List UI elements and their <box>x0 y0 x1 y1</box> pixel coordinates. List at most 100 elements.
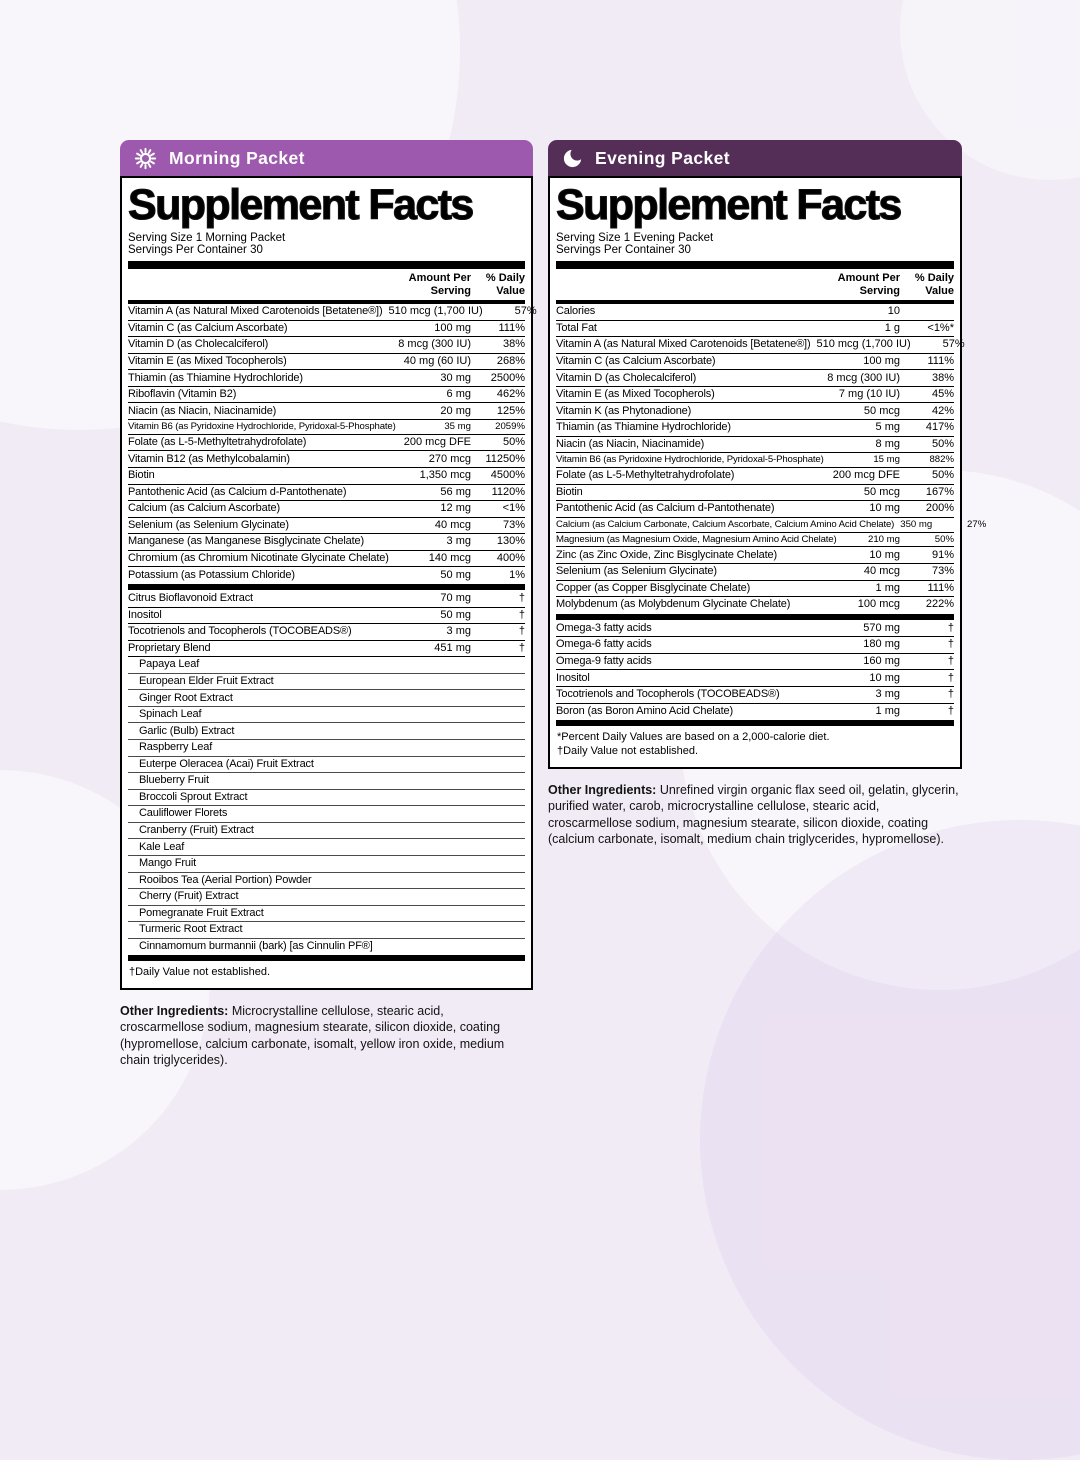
row-amount: 100 mcg <box>857 598 900 611</box>
row-amount: 3 mg <box>875 688 900 701</box>
table-section: Calories 10 Total Fat 1 g <1%* Vitamin A (as … <box>556 304 986 613</box>
table-row: Pomegranate Fruit Extract <box>128 904 525 922</box>
row-daily-value: † <box>947 638 954 651</box>
row-amount: 8 mcg (300 IU) <box>398 338 471 351</box>
facts-title: Supplement Facts <box>127 181 474 229</box>
table-row: Biotin 50 mcg 167% <box>556 483 954 501</box>
row-amount: 270 mcg <box>428 452 471 465</box>
row-daily-value: † <box>518 592 525 605</box>
table-row: Vitamin A (as Natural Mixed Carotenoids … <box>128 304 537 320</box>
row-name: Vitamin K (as Phytonadione) <box>556 404 692 417</box>
table-row: Omega-6 fatty acids 180 mg † <box>556 636 954 653</box>
row-name: Tocotrienols and Tocopherols (TOCOBEADS®… <box>556 688 780 701</box>
row-daily-value: 42% <box>931 404 954 417</box>
amount-per-serving-header: Amount Per Serving <box>408 272 471 297</box>
row-name: Broccoli Sprout Extract <box>139 790 248 803</box>
row-daily-value: 73% <box>931 565 954 578</box>
servings-per-container: Servings Per Container 30 <box>556 244 691 257</box>
table-row: Broccoli Sprout Extract <box>128 788 525 806</box>
row-daily-value: 417% <box>925 421 954 434</box>
table-row: Calcium (as Calcium Carbonate, Calcium A… <box>556 516 986 532</box>
table-row: Omega-9 fatty acids 160 mg † <box>556 652 954 670</box>
row-daily-value: 2500% <box>490 371 525 384</box>
row-daily-value: 111% <box>498 321 525 334</box>
nutrient-table: Vitamin A (as Natural Mixed Carotenoids … <box>128 304 537 962</box>
table-row: Thiamin (as Thiamine Hydrochloride) 30 mg… <box>128 369 525 386</box>
table-row: Turmeric Root Extract <box>128 921 525 938</box>
row-amount: 10 mg <box>869 671 900 684</box>
row-amount: 100 mg <box>434 321 471 334</box>
row-name: Copper (as Copper Bisglycinate Chelate) <box>556 581 751 594</box>
table-row: Proprietary Blend 451 mg † <box>128 639 525 657</box>
table-row: European Elder Fruit Extract <box>128 672 525 690</box>
row-amount: 3 mg <box>446 535 471 548</box>
row-daily-value: 268% <box>496 354 525 367</box>
row-name: Thiamin (as Thiamine Hydrochloride) <box>556 421 731 434</box>
row-amount: 210 mg <box>868 533 900 545</box>
row-name: Magnesium (as Magnesium Oxide, Magnesium… <box>556 533 837 545</box>
row-daily-value: 38% <box>502 338 525 351</box>
divider-thick <box>556 261 954 270</box>
row-name: Calories <box>556 305 596 318</box>
other-ingredients: Other Ingredients: Unrefined virgin orga… <box>548 782 962 848</box>
panel-header-label: Evening Packet <box>595 147 730 168</box>
row-daily-value: 57% <box>942 338 965 351</box>
row-name: Potassium (as Potassium Chloride) <box>128 568 295 581</box>
table-row: Cherry (Fruit) Extract <box>128 888 525 905</box>
row-name: Proprietary Blend <box>128 641 211 654</box>
divider-medium <box>556 300 954 305</box>
table-row: Inositol 10 mg † <box>556 669 954 686</box>
row-name: Raspberry Leaf <box>139 741 213 754</box>
row-daily-value: 1120% <box>491 485 525 498</box>
row-amount: 12 mg <box>440 502 471 515</box>
table-row: Biotin 1,350 mcg 4500% <box>128 467 525 484</box>
row-name: Thiamin (as Thiamine Hydrochloride) <box>128 371 303 384</box>
row-amount: 56 mg <box>440 485 471 498</box>
row-amount: 1 g <box>884 321 900 334</box>
row-name: Turmeric Root Extract <box>139 923 243 936</box>
row-daily-value: 50% <box>931 469 954 482</box>
row-daily-value: 111% <box>927 581 954 594</box>
table-row: Niacin (as Niacin, Niacinamide) 20 mg 125% <box>128 402 525 419</box>
footnote: †Daily Value not established. <box>129 966 271 979</box>
table-row: Niacin (as Niacin, Niacinamide) 8 mg 50% <box>556 435 954 453</box>
table-row: Vitamin A (as Natural Mixed Carotenoids … <box>556 336 965 353</box>
row-name: Vitamin A (as Natural Mixed Carotenoids … <box>128 305 383 318</box>
table-row: Folate (as L-5-Methyltetrahydrofolate) 20… <box>128 433 525 451</box>
table-row: Thiamin (as Thiamine Hydrochloride) 5 mg 4… <box>556 419 954 436</box>
morning-packet-panel: Morning Packet Supplement Facts Serving … <box>120 140 537 1069</box>
panel-header-label: Morning Packet <box>169 147 305 168</box>
row-daily-value: 50% <box>931 437 954 450</box>
row-name: Biotin <box>556 485 583 498</box>
row-name: Zinc (as Zinc Oxide, Zinc Bisglycinate C… <box>556 548 777 561</box>
row-daily-value: 4500% <box>490 469 525 482</box>
divider-thick <box>128 583 525 590</box>
row-name: Inositol <box>556 671 590 684</box>
table-row: Spinach Leaf <box>128 705 525 723</box>
row-name: Vitamin B12 (as Methylcobalamin) <box>128 452 290 465</box>
table-row: Vitamin E (as Mixed Tocopherols) 40 mg (6… <box>128 352 525 370</box>
row-daily-value: † <box>518 625 525 638</box>
table-row: Vitamin B6 (as Pyridoxine Hydrochloride,… <box>128 419 525 434</box>
row-name: Chromium (as Chromium Nicotinate Glycina… <box>128 552 389 565</box>
row-name: Pomegranate Fruit Extract <box>139 906 264 919</box>
amount-per-serving-header: Amount Per Serving <box>837 272 900 297</box>
table-row: Rooibos Tea (Aerial Portion) Powder <box>128 871 525 889</box>
divider-thick <box>128 955 525 962</box>
serving-size: Serving Size 1 Morning Packet <box>128 231 286 244</box>
table-row: Total Fat 1 g <1%* <box>556 319 954 337</box>
row-daily-value: 400% <box>496 552 525 565</box>
row-amount: 1,350 mcg <box>419 469 471 482</box>
row-name: Vitamin A (as Natural Mixed Carotenoids … <box>556 338 811 351</box>
row-name: Riboflavin (Vitamin B2) <box>128 388 237 401</box>
divider-thick <box>128 261 525 270</box>
table-row: Inositol 50 mg † <box>128 606 525 624</box>
row-amount: 10 mg <box>869 548 900 561</box>
table-row: Potassium (as Potassium Chloride) 50 mg 1% <box>128 566 525 583</box>
row-daily-value: † <box>947 688 954 701</box>
row-amount: 1 mg <box>875 581 900 594</box>
row-daily-value: <1% <box>502 502 525 515</box>
table-row: Riboflavin (Vitamin B2) 6 mg 462% <box>128 385 525 403</box>
row-amount: 8 mg <box>875 437 900 450</box>
table-row: Blueberry Fruit <box>128 772 525 789</box>
